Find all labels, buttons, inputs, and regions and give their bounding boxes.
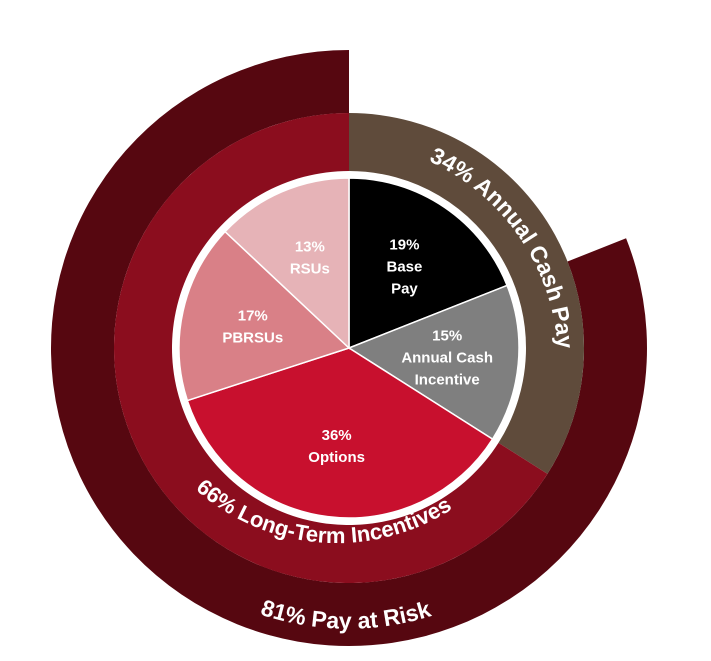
slice-labels: 19% Base Pay 15% Annual Cash Incentive 36% Opti…	[222, 236, 493, 465]
pie-slice-base-pay	[348, 177, 509, 350]
pie-slice-annual-cash-incentive	[347, 284, 520, 441]
group-ring	[113, 113, 584, 583]
slice-label-pbrsus: 17% PBRSUs	[222, 307, 283, 346]
pie-slices	[178, 177, 520, 519]
slice-label-annual-cash-incentive: 15% Annual Cash Incentive	[401, 327, 493, 388]
pie-slice-pbrsus	[178, 230, 351, 402]
annual-cash-pay-band	[349, 113, 584, 474]
separator-ring	[173, 172, 525, 524]
slice-label-rsus: 13% RSUs	[290, 239, 330, 278]
slice-label-options: 36% Options	[308, 427, 365, 466]
pie-slice-options	[186, 347, 494, 519]
slice-label-base-pay: 19% Base Pay	[386, 236, 422, 297]
pie-slice-rsus	[224, 177, 350, 350]
